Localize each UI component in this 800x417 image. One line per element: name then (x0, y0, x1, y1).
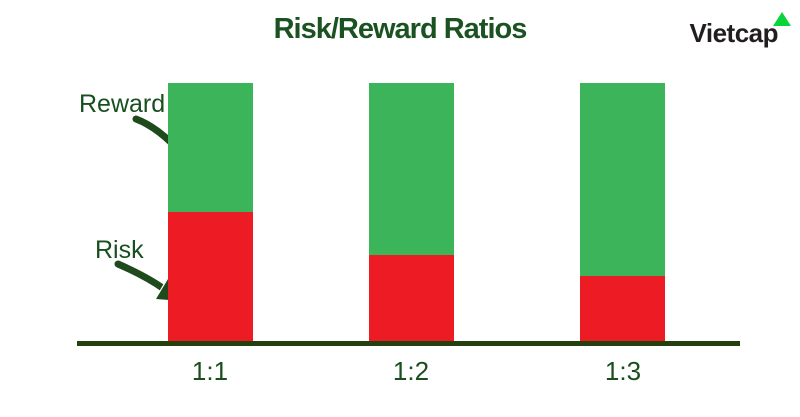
bar-1:1 (168, 83, 253, 341)
x-axis-label: 1:2 (392, 356, 430, 386)
vietcap-triangle-icon (773, 12, 791, 26)
chart-title: Risk/Reward Ratios (273, 13, 528, 45)
risk-annotation-label: Risk (95, 236, 144, 264)
risk-segment (580, 276, 665, 341)
reward-segment (168, 83, 253, 212)
vietcap-wordmark: Vietcap (689, 18, 778, 48)
bar-1:3 (580, 83, 665, 341)
risk-segment (369, 255, 454, 341)
x-axis-label: 1:3 (604, 356, 642, 386)
x-axis-label: 1:1 (191, 356, 229, 386)
bar-1:2 (369, 83, 454, 341)
reward-annotation-label: Reward (79, 90, 166, 118)
x-axis-line (77, 341, 740, 346)
vietcap-logo: Vietcap (670, 0, 800, 60)
reward-segment (580, 83, 665, 276)
risk-segment (168, 212, 253, 341)
reward-segment (369, 83, 454, 255)
